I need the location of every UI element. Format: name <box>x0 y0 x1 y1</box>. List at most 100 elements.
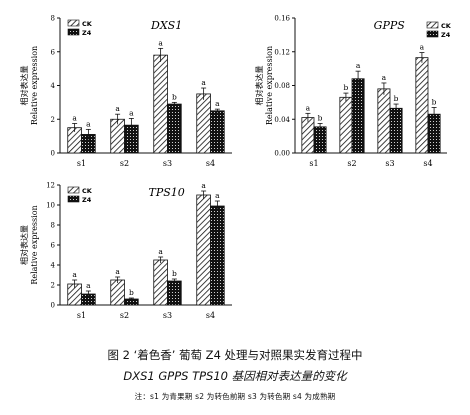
legend-swatch-ck <box>67 186 80 194</box>
significance-label: a <box>420 43 425 52</box>
x-tick-label: s2 <box>120 159 129 168</box>
significance-label: b <box>172 269 177 278</box>
legend-label-z4: Z4 <box>441 31 451 39</box>
y-tick-label: 6 <box>51 48 56 56</box>
y-tick-label: 12 <box>46 182 55 190</box>
chart-title: DXS1 <box>150 19 182 32</box>
legend-swatch-z4 <box>67 195 80 203</box>
legend-swatch-ck <box>67 19 80 27</box>
y-tick-label: 2 <box>51 282 55 290</box>
significance-label: b <box>129 288 134 297</box>
y-axis-label-cn: 相对表达量 <box>19 225 29 265</box>
y-axis-label-cn: 相对表达量 <box>19 66 29 106</box>
y-axis-label-en: Relative expression <box>30 46 39 125</box>
significance-label: a <box>158 38 163 47</box>
legend-label-ck: CK <box>82 20 93 28</box>
bar-z4-s3 <box>167 103 182 154</box>
legend-swatch-z4 <box>426 30 439 38</box>
y-tick-label: 2 <box>51 116 55 124</box>
significance-label: b <box>318 113 323 122</box>
significance-label: a <box>215 191 220 200</box>
x-tick-label: s4 <box>206 311 215 320</box>
y-tick-label: 0 <box>51 302 55 310</box>
y-tick-label: 4 <box>51 262 56 270</box>
x-tick-label: s4 <box>423 159 432 168</box>
y-tick-label: 8 <box>51 222 55 230</box>
bar-z4-s1 <box>313 126 327 154</box>
y-tick-label: 0.00 <box>274 150 290 158</box>
y-tick-label: 0.16 <box>274 15 290 23</box>
significance-label: b <box>172 92 177 101</box>
y-axis-label-en: Relative expression <box>30 205 39 284</box>
bar-ck-s2 <box>110 279 125 306</box>
x-tick-label: s1 <box>309 159 318 168</box>
significance-label: a <box>356 61 361 70</box>
significance-label: a <box>215 99 220 108</box>
significance-label: a <box>72 113 77 122</box>
y-tick-label: 4 <box>51 82 56 90</box>
y-tick-label: 0.08 <box>274 82 290 90</box>
significance-label: b <box>344 83 349 92</box>
significance-label: b <box>432 97 437 106</box>
significance-label: a <box>201 181 206 190</box>
bar-ck-s3 <box>153 54 168 154</box>
bar-z4-s3 <box>389 107 403 154</box>
y-tick-label: 0.12 <box>274 48 290 56</box>
bar-ck-s1 <box>301 117 315 154</box>
significance-label: a <box>115 267 120 276</box>
significance-label: a <box>72 270 77 279</box>
x-tick-label: s4 <box>206 159 215 168</box>
bar-ck-s4 <box>196 194 211 306</box>
chart-tps10: 0 2 4 6 8 10 12 相对表达量 Relative expression TPS10 s1… <box>19 181 232 320</box>
significance-label: a <box>306 103 311 112</box>
y-axis-label-cn: 相对表达量 <box>254 66 264 106</box>
x-tick-label: s3 <box>163 159 172 168</box>
y-tick-label: 6 <box>51 242 56 250</box>
x-tick-label: s3 <box>385 159 394 168</box>
significance-label: a <box>86 281 91 290</box>
bar-z4-s4 <box>210 205 225 306</box>
bar-ck-s2 <box>339 96 353 154</box>
legend-swatch-ck <box>426 21 439 29</box>
bar-z4-s4 <box>210 110 225 154</box>
legend-label-ck: CK <box>82 187 93 195</box>
y-tick-label: 0.04 <box>274 116 290 124</box>
significance-label: a <box>129 108 134 117</box>
y-tick-label: 10 <box>46 202 55 210</box>
y-axis-label-en: Relative expression <box>265 46 274 125</box>
bar-z4-s3 <box>167 280 182 306</box>
y-tick-label: 8 <box>51 15 55 23</box>
x-tick-label: s3 <box>163 311 172 320</box>
significance-label: a <box>86 119 91 128</box>
significance-label: b <box>394 94 399 103</box>
significance-label: a <box>158 247 163 256</box>
legend-label-z4: Z4 <box>82 29 92 37</box>
chart-gpps: 0.00 0.04 0.08 0.12 0.16 相对表达量 Relative expres… <box>254 15 452 169</box>
figure-caption-line1: 图 2 ‘着色香’ 葡萄 Z4 处理与对照果实发育过程中 <box>107 348 363 362</box>
figure-caption-line2: DXS1 GPPS TPS10 基因相对表达量的变化 <box>123 369 347 383</box>
bar-z4-s2 <box>351 78 365 154</box>
x-tick-label: s1 <box>77 311 86 320</box>
x-tick-label: s2 <box>120 311 129 320</box>
significance-label: a <box>115 104 120 113</box>
bar-ck-s3 <box>153 259 168 306</box>
x-tick-label: s2 <box>347 159 356 168</box>
bar-ck-s3 <box>377 88 391 154</box>
legend-label-ck: CK <box>441 22 452 30</box>
significance-label: a <box>201 78 206 87</box>
bar-ck-s4 <box>196 93 211 154</box>
significance-label: a <box>382 73 387 82</box>
chart-title: TPS10 <box>148 186 184 199</box>
x-tick-label: s1 <box>77 159 86 168</box>
figure-caption-note: 注：s1 为青果期 s2 为转色前期 s3 为转色期 s4 为成熟期 <box>134 392 336 401</box>
legend-swatch-z4 <box>67 28 80 36</box>
bar-ck-s4 <box>415 57 429 154</box>
y-tick-label: 0 <box>51 150 55 158</box>
legend-label-z4: Z4 <box>82 196 92 204</box>
